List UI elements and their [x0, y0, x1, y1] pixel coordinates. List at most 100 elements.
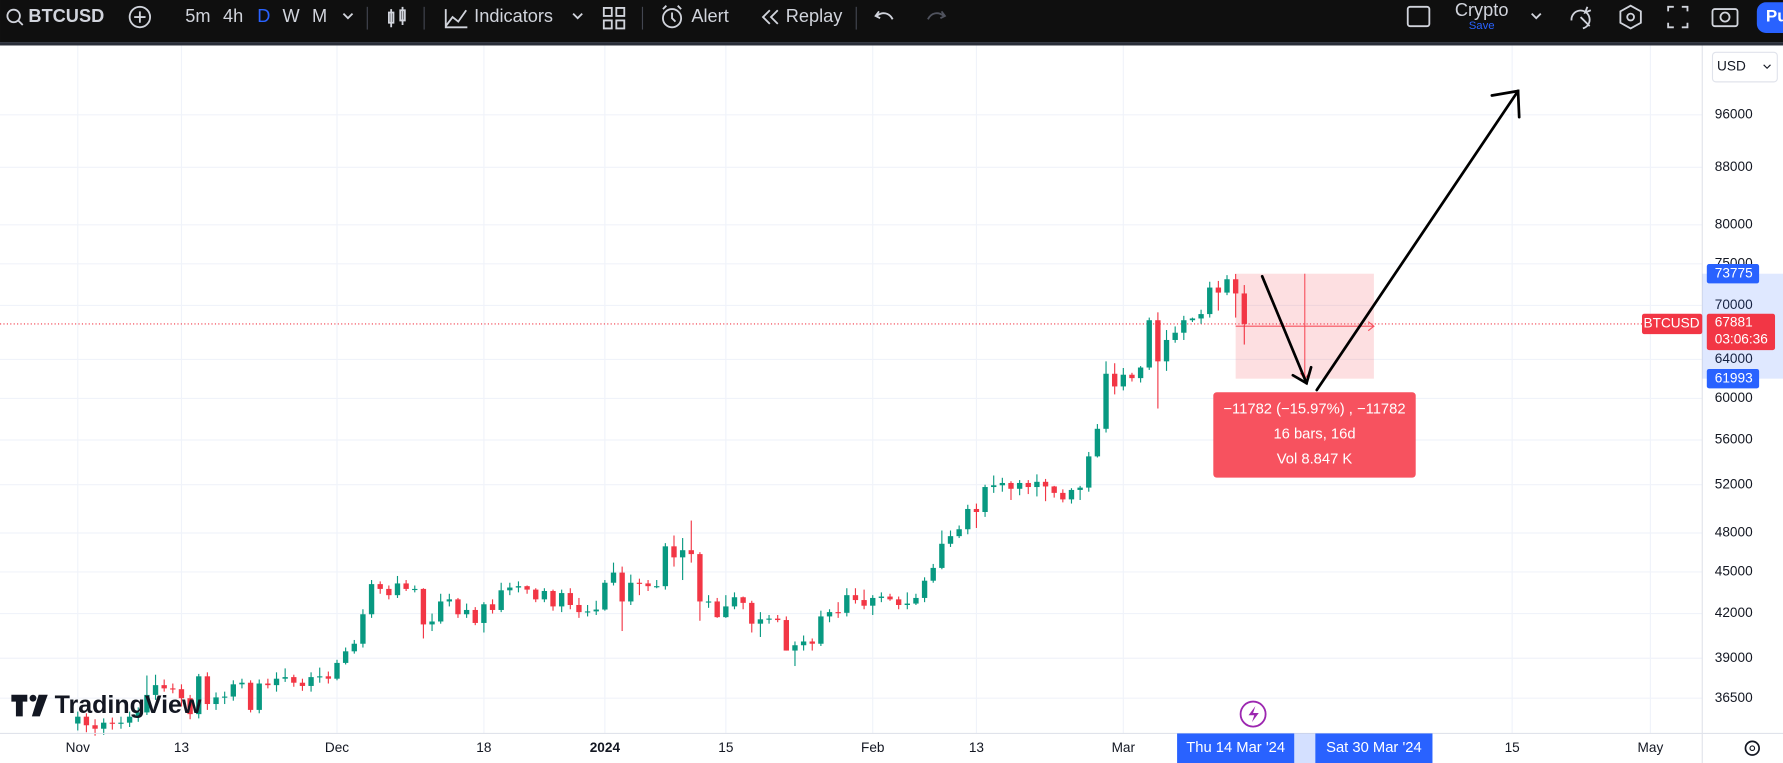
candle-body: [187, 698, 193, 715]
candle-body: [567, 593, 573, 605]
templates-button[interactable]: [602, 7, 626, 30]
toolbar: [0, 0, 1783, 43]
candle-body: [757, 619, 764, 624]
time-range-tag-bg: [1315, 733, 1433, 763]
interval-chevron[interactable]: [342, 13, 354, 20]
currency-dropdown[interactable]: [1711, 51, 1778, 83]
logo-mark-slash: [31, 694, 48, 717]
candle-body: [403, 583, 409, 589]
candle-body: [230, 684, 236, 697]
candle-body: [524, 586, 530, 590]
replay-button[interactable]: Replay: [786, 6, 844, 26]
layout-chevron[interactable]: [1531, 13, 1542, 20]
measure-info-line: −11782 (−15.97%) , −11782: [1223, 401, 1405, 417]
candle-body: [170, 688, 176, 690]
axis-settings-button[interactable]: [1744, 740, 1760, 756]
candle-body: [342, 651, 349, 663]
candle-body: [705, 601, 712, 603]
interval[interactable]: W: [283, 6, 301, 26]
candle-body: [126, 716, 133, 723]
x-tick-label: May: [1638, 740, 1664, 755]
snapshot-button[interactable]: [1711, 8, 1739, 28]
publish-button[interactable]: [1756, 2, 1783, 33]
interval[interactable]: M: [312, 6, 327, 26]
layout-button[interactable]: [1406, 5, 1431, 28]
settings-icon-core: [1626, 12, 1635, 22]
measure-info-box: [1213, 392, 1416, 478]
quick-search-button[interactable]: [1570, 6, 1592, 30]
chart-type-button[interactable]: [387, 6, 406, 28]
y-tick-label: 45000: [1715, 564, 1753, 579]
indicators-chevron[interactable]: [572, 13, 583, 20]
publish-label[interactable]: Pu: [1766, 7, 1783, 26]
symbol-tag-bg: [1641, 313, 1703, 335]
alert-button[interactable]: Alert: [691, 6, 728, 26]
search-icon[interactable]: [6, 8, 21, 24]
candle-body: [826, 612, 833, 617]
candle-body: [472, 609, 478, 623]
replay-icon[interactable]: [761, 9, 779, 25]
measure-h-arrowhead: [1367, 321, 1375, 332]
candle-body: [420, 588, 427, 625]
events-button[interactable]: [1239, 700, 1267, 728]
candle-body: [584, 611, 591, 613]
candle-body: [178, 689, 185, 699]
y-tick-label: 39000: [1715, 650, 1753, 665]
indicators-icon[interactable]: [444, 9, 468, 29]
candle-body: [429, 621, 435, 625]
alert-icon[interactable]: [662, 8, 683, 29]
candle-body: [999, 482, 1006, 486]
save-button[interactable]: Save: [1469, 20, 1495, 32]
x-tick-label: Feb: [861, 740, 884, 755]
candle-body: [1060, 492, 1066, 500]
currency-label[interactable]: USD: [1717, 59, 1746, 74]
redo-button[interactable]: [927, 10, 947, 20]
candle-body: [1146, 320, 1152, 368]
x-tick-label: 13: [969, 740, 984, 755]
interval[interactable]: 4h: [223, 6, 243, 26]
y-tick-label: 80000: [1715, 216, 1753, 231]
currency-chevron: [1763, 64, 1771, 70]
interval-active[interactable]: D: [257, 6, 270, 26]
candle-body: [610, 572, 617, 583]
candle-body: [662, 546, 669, 587]
search-icon-handle: [17, 19, 24, 26]
y-tick-label: 88000: [1715, 159, 1753, 174]
undo-button[interactable]: [874, 10, 894, 20]
candle-body: [913, 597, 919, 604]
symbol[interactable]: BTCUSD: [28, 6, 104, 26]
toolbar-border: [0, 42, 1783, 46]
measure-top-tag: 73775: [1715, 265, 1753, 280]
candle-body: [602, 582, 608, 610]
candle-body: [861, 600, 867, 606]
candle-body: [463, 609, 470, 615]
settings-button[interactable]: [1619, 4, 1642, 30]
candle-body: [835, 612, 841, 614]
candle-body: [291, 677, 297, 683]
candle-body: [152, 685, 159, 695]
last-price-tag-bg: [1706, 313, 1776, 351]
candle-body: [991, 485, 997, 488]
indicators-button[interactable]: Indicators: [474, 6, 553, 26]
candle-body: [792, 645, 798, 651]
arrow-up-head: [1490, 89, 1521, 119]
candle-body: [1068, 489, 1075, 500]
compare-button[interactable]: [128, 5, 152, 29]
axis-settings-icon-core: [1749, 745, 1756, 752]
fullscreen-button[interactable]: [1667, 5, 1689, 29]
last-price-tag: 67881: [1715, 314, 1753, 329]
layout-name[interactable]: Crypto: [1455, 0, 1509, 20]
x-tick-label: 18: [476, 740, 491, 755]
candle-body: [394, 583, 401, 596]
candle-body: [1189, 318, 1196, 321]
x-tick-label: Nov: [66, 740, 90, 755]
interval[interactable]: 5m: [185, 6, 210, 26]
candle-body: [101, 722, 107, 729]
candle-body: [317, 676, 323, 678]
candle-body: [507, 587, 513, 591]
candle-body: [783, 620, 790, 651]
candle-body: [455, 599, 461, 615]
candle-body: [749, 602, 755, 624]
candle-body: [481, 604, 487, 623]
candle-body: [1034, 481, 1040, 488]
